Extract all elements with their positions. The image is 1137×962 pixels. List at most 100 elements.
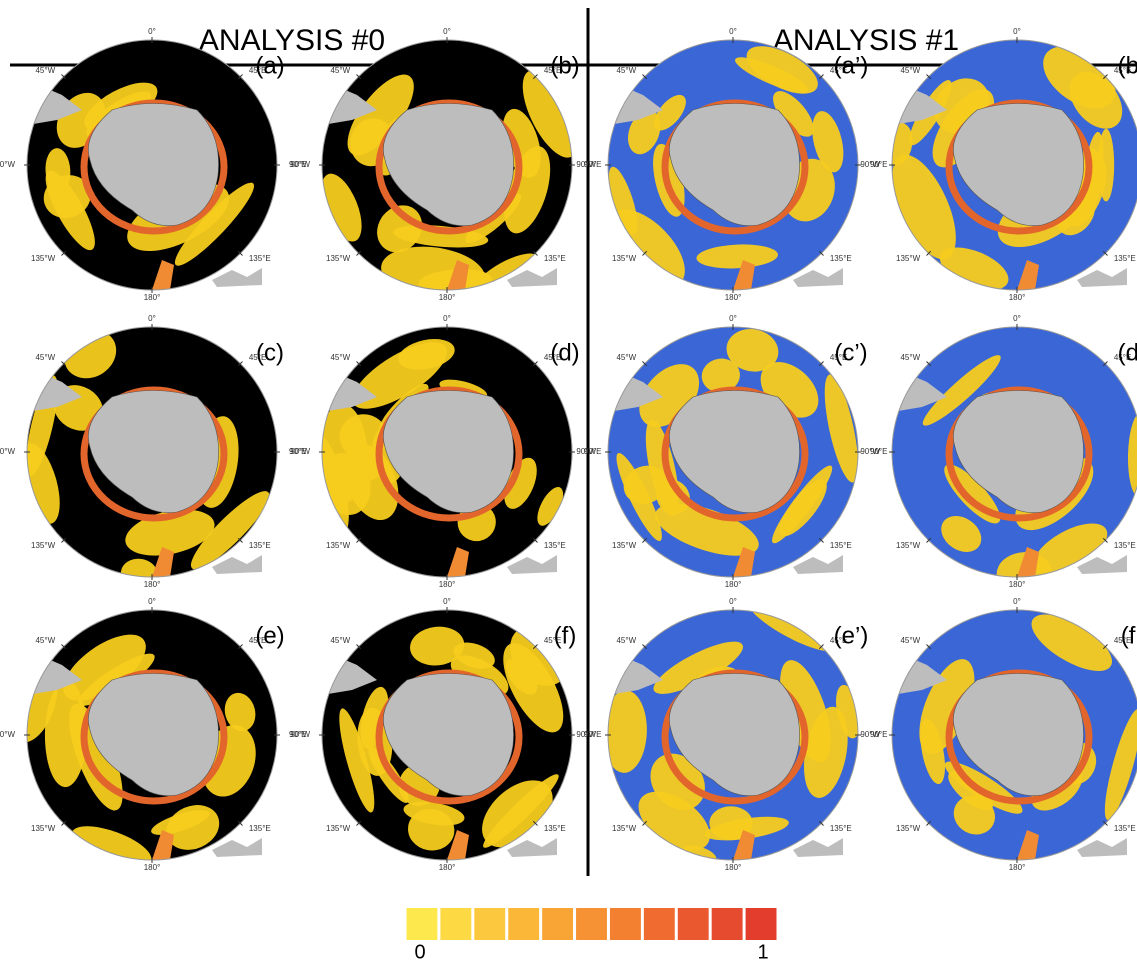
colorbar-swatch: [576, 908, 607, 940]
longitude-label: 90°W: [576, 730, 596, 739]
longitude-label: 180°: [144, 863, 161, 872]
longitude-label: 135°W: [326, 254, 351, 263]
australia: [507, 555, 557, 574]
australia: [212, 555, 262, 574]
map-panel: 0°45°E90°E135°E180°135°W90°W45°W(c’): [576, 314, 887, 589]
longitude-label: 0°: [443, 27, 451, 36]
colorbar-tick-label: 1: [757, 941, 768, 962]
longitude-label: 135°E: [249, 541, 271, 550]
panel-label: (c’): [834, 339, 867, 366]
longitude-label: 135°E: [1114, 541, 1136, 550]
map-panel: 0°45°E90°E135°E180°135°W90°W45°W(b): [290, 27, 601, 305]
panel-label: (a’): [834, 52, 869, 79]
panel-label: (b’): [1118, 52, 1137, 79]
longitude-label: 90°W: [290, 447, 310, 456]
longitude-label: 180°: [725, 863, 742, 872]
longitude-label: 180°: [439, 863, 456, 872]
panel-label: (e): [255, 622, 284, 649]
longitude-label: 135°E: [249, 824, 271, 833]
australia: [1077, 555, 1127, 574]
longitude-label: 90°W: [0, 447, 15, 456]
longitude-label: 180°: [144, 293, 161, 302]
longitude-label: 135°E: [544, 541, 566, 550]
longitude-label: 135°W: [896, 254, 921, 263]
longitude-label: 45°W: [900, 636, 920, 645]
longitude-label: 90°W: [0, 160, 15, 169]
longitude-label: 90°W: [860, 160, 880, 169]
australia: [507, 838, 557, 857]
longitude-label: 180°: [144, 580, 161, 589]
panel-label: (d’): [1118, 339, 1137, 366]
longitude-label: 0°: [1013, 597, 1021, 606]
longitude-label: 135°W: [896, 541, 921, 550]
australia: [793, 838, 843, 857]
australia: [507, 268, 557, 287]
longitude-label: 45°W: [330, 636, 350, 645]
longitude-label: 0°: [729, 27, 737, 36]
longitude-label: 0°: [148, 597, 156, 606]
longitude-label: 0°: [148, 27, 156, 36]
longitude-label: 45°W: [330, 66, 350, 75]
map-panel: 0°45°E90°E135°E180°135°W90°W45°W(f): [290, 597, 601, 872]
map-panel: 0°45°E90°E135°E180°135°W90°W45°W(f’): [860, 597, 1137, 872]
panel-label: (c): [256, 339, 284, 366]
map-body: [300, 327, 572, 577]
longitude-label: 0°: [443, 314, 451, 323]
longitude-label: 45°W: [900, 353, 920, 362]
longitude-label: 0°: [729, 597, 737, 606]
longitude-label: 135°E: [544, 824, 566, 833]
panel-label: (d): [550, 339, 579, 366]
colorbar-swatch: [746, 908, 777, 940]
map-body: [322, 610, 580, 860]
longitude-label: 180°: [1009, 580, 1026, 589]
map-body: [602, 593, 865, 869]
longitude-label: 135°E: [830, 824, 852, 833]
australia: [793, 268, 843, 287]
analysis-title: ANALYSIS #0: [199, 24, 385, 57]
map-body: [313, 40, 589, 305]
longitude-label: 135°E: [249, 254, 271, 263]
colorbar-swatch: [712, 908, 743, 940]
australia: [793, 555, 843, 574]
australia: [1077, 268, 1127, 287]
longitude-label: 0°: [1013, 314, 1021, 323]
longitude-label: 0°: [1013, 27, 1021, 36]
longitude-label: 180°: [725, 293, 742, 302]
longitude-label: 45°W: [616, 353, 636, 362]
panel-label: (f): [554, 622, 577, 649]
panel-label: (f’): [1121, 622, 1137, 649]
panel-label: (e’): [834, 622, 869, 649]
longitude-label: 180°: [1009, 863, 1026, 872]
colorbar-tick-label: 0: [414, 941, 425, 962]
longitude-label: 0°: [148, 314, 156, 323]
longitude-label: 135°W: [31, 541, 56, 550]
longitude-label: 90°W: [290, 160, 310, 169]
longitude-label: 180°: [725, 580, 742, 589]
colorbar-swatch: [542, 908, 573, 940]
longitude-label: 135°W: [326, 824, 351, 833]
longitude-label: 180°: [439, 293, 456, 302]
map-body: [892, 327, 1137, 596]
longitude-label: 180°: [439, 580, 456, 589]
australia: [1077, 838, 1127, 857]
longitude-label: 135°W: [612, 541, 637, 550]
longitude-label: 135°E: [830, 541, 852, 550]
colorbar-swatch: [440, 908, 471, 940]
longitude-label: 135°W: [896, 824, 921, 833]
longitude-label: 90°W: [576, 447, 596, 456]
longitude-label: 135°E: [544, 254, 566, 263]
longitude-label: 90°W: [290, 730, 310, 739]
longitude-label: 135°W: [31, 254, 56, 263]
longitude-label: 0°: [443, 597, 451, 606]
colorbar-swatch: [610, 908, 641, 940]
longitude-label: 0°: [729, 314, 737, 323]
longitude-label: 180°: [1009, 293, 1026, 302]
longitude-label: 90°W: [0, 730, 15, 739]
colorbar-swatch: [678, 908, 709, 940]
colorbar-swatch: [407, 908, 438, 940]
